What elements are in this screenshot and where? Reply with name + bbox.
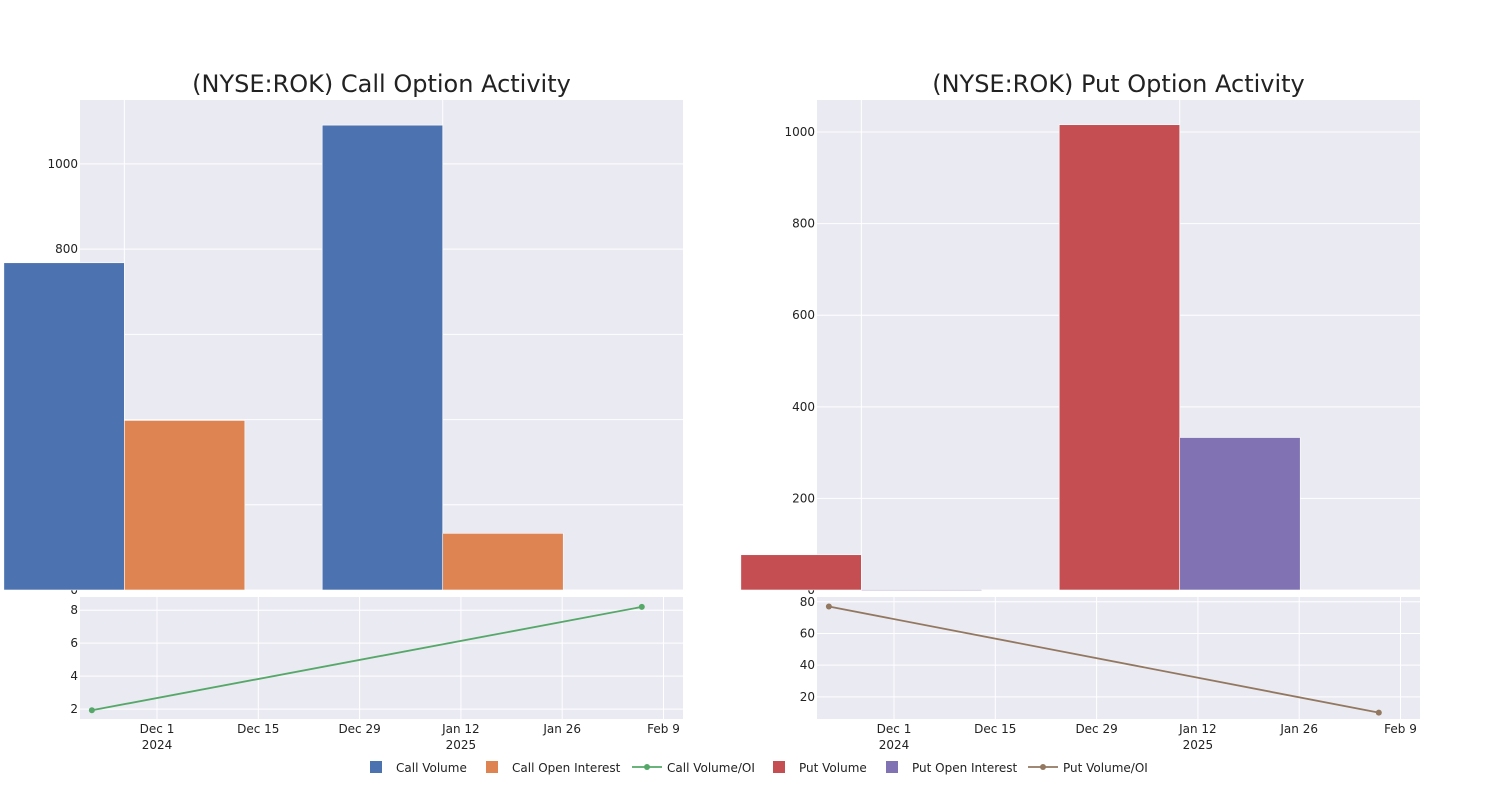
line-plot-area (817, 597, 1420, 719)
legend-item: Call Volume/OI (632, 761, 755, 775)
line-point (825, 603, 832, 610)
x-tick-label: Dec 29 (338, 722, 380, 736)
x-tick-label: Feb 9 (1384, 722, 1417, 736)
x-tick-label: Jan 26 (542, 722, 581, 736)
bar-y-tick-label: 800 (792, 217, 815, 231)
bar-put-open-interest (861, 589, 983, 591)
x-tick-label: Jan 12 2025 (1178, 722, 1217, 752)
bar-call-volume (3, 262, 125, 591)
legend-marker (1040, 764, 1046, 770)
legend: Call Volume Call Open Interest Call Volume… (370, 761, 1148, 775)
line-call-volume-oi (91, 606, 642, 712)
bar-call-open-interest (442, 533, 564, 591)
bar-put-volume (740, 554, 862, 591)
legend-item: Put Open Interest (886, 761, 1018, 775)
line-point (88, 707, 95, 714)
legend-item: Call Open Interest (486, 761, 621, 775)
bar-put-volume (1058, 124, 1181, 591)
x-tick-label: Dec 1 2024 (877, 722, 912, 752)
x-tick-label: Dec 15 (974, 722, 1016, 736)
tick-label-line: Dec 1 (140, 722, 175, 736)
x-tick-label: Jan 26 (1279, 722, 1318, 736)
line-y-tick-label: 2 (70, 702, 78, 716)
bar-y-tick-label: 200 (792, 491, 815, 505)
legend-label: Put Volume (799, 761, 867, 775)
line-point (638, 603, 645, 610)
line-y-tick-label: 80 (800, 595, 815, 609)
tick-label-line: 2024 (879, 738, 910, 752)
tick-label-line: 2025 (446, 738, 477, 752)
bar-y-tick-label: 1000 (784, 125, 815, 139)
chart-title: (NYSE:ROK) Put Option Activity (932, 70, 1305, 98)
x-tick-label: Dec 15 (237, 722, 279, 736)
legend-item: Put Volume (773, 761, 867, 775)
tick-label-line: 2025 (1183, 738, 1214, 752)
line-put-volume-oi (828, 605, 1379, 714)
bar-y-tick-label: 800 (55, 242, 78, 256)
chart-panel-1: (NYSE:ROK) Put Option Activity0200400600… (740, 70, 1420, 752)
bar-call-open-interest (124, 420, 246, 591)
bar-call-volume (321, 124, 444, 591)
tick-label-line: Jan 12 (441, 722, 480, 736)
x-tick-label: Jan 12 2025 (441, 722, 480, 752)
line-y-tick-label: 4 (70, 669, 78, 683)
bar-y-tick-label: 600 (792, 308, 815, 322)
line-point (1375, 709, 1382, 716)
line-y-tick-label: 40 (800, 658, 815, 672)
legend-label: Call Volume/OI (667, 761, 755, 775)
bar-y-tick-label: 400 (792, 400, 815, 414)
legend-swatch (486, 761, 498, 773)
x-tick-label: Dec 29 (1075, 722, 1117, 736)
tick-label-line: Jan 12 (1178, 722, 1217, 736)
line-y-tick-label: 6 (70, 636, 78, 650)
chart-panel-0: (NYSE:ROK) Call Option Activity020040060… (3, 70, 683, 752)
tick-label-line: Dec 1 (877, 722, 912, 736)
legend-swatch (370, 761, 382, 773)
legend-label: Call Volume (396, 761, 467, 775)
legend-item: Put Volume/OI (1028, 761, 1148, 775)
line-y-tick-label: 8 (70, 603, 78, 617)
chart-title: (NYSE:ROK) Call Option Activity (192, 70, 571, 98)
legend-swatch (886, 761, 898, 773)
bar-y-tick-label: 1000 (47, 157, 78, 171)
bar-put-open-interest (1179, 437, 1301, 591)
line-y-tick-label: 60 (800, 626, 815, 640)
legend-label: Put Volume/OI (1063, 761, 1148, 775)
line-y-tick-label: 20 (800, 690, 815, 704)
legend-marker (644, 764, 650, 770)
tick-label-line: 2024 (142, 738, 173, 752)
legend-label: Call Open Interest (512, 761, 621, 775)
x-tick-label: Feb 9 (647, 722, 680, 736)
x-tick-label: Dec 1 2024 (140, 722, 175, 752)
legend-label: Put Open Interest (912, 761, 1018, 775)
legend-item: Call Volume (370, 761, 467, 775)
legend-swatch (773, 761, 785, 773)
